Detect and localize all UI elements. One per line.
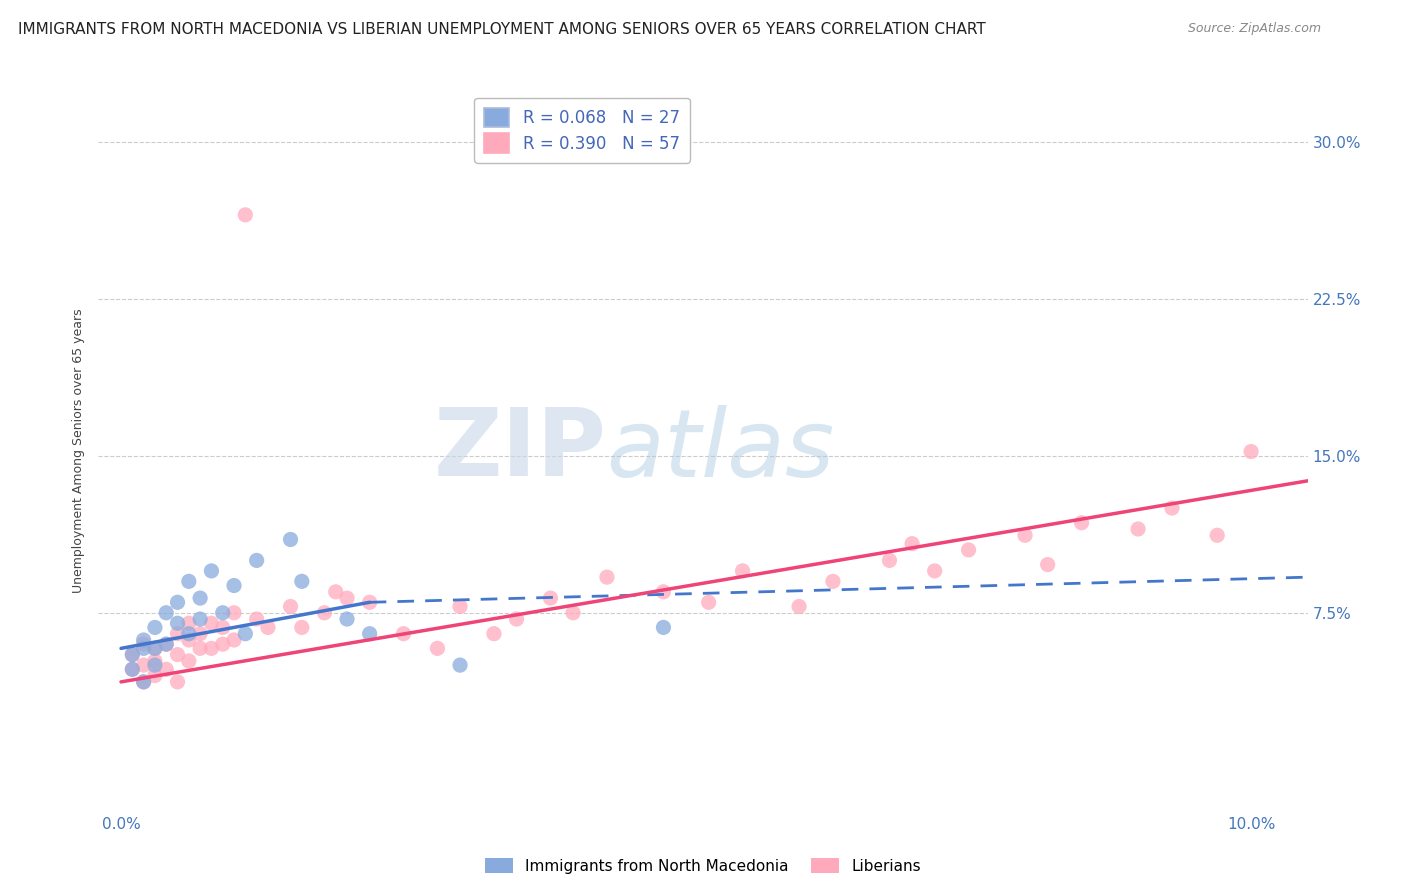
Point	[177, 626, 200, 640]
Point	[1240, 444, 1263, 458]
Point	[233, 626, 256, 640]
Point	[143, 654, 166, 668]
Point	[901, 536, 924, 550]
Point	[336, 591, 359, 606]
Point	[359, 626, 381, 640]
Point	[121, 662, 143, 676]
Point	[697, 595, 720, 609]
Point	[426, 641, 449, 656]
Point	[132, 632, 155, 647]
Point	[132, 674, 155, 689]
Point	[155, 606, 177, 620]
Point	[177, 616, 200, 631]
Point	[166, 626, 188, 640]
Point	[222, 606, 245, 620]
Point	[132, 674, 155, 689]
Point	[1161, 501, 1184, 516]
Point	[121, 648, 143, 662]
Point	[879, 553, 901, 567]
Point	[1206, 528, 1229, 542]
Point	[1036, 558, 1059, 572]
Point	[787, 599, 810, 614]
Point	[166, 595, 188, 609]
Point	[143, 641, 166, 656]
Point	[188, 591, 211, 606]
Point	[143, 641, 166, 656]
Point	[314, 606, 336, 620]
Point	[538, 591, 561, 606]
Point	[325, 584, 347, 599]
Point	[1014, 528, 1036, 542]
Legend: R = 0.068   N = 27, R = 0.390   N = 57: R = 0.068 N = 27, R = 0.390 N = 57	[474, 97, 690, 162]
Point	[143, 620, 166, 634]
Point	[246, 612, 269, 626]
Text: Source: ZipAtlas.com: Source: ZipAtlas.com	[1188, 22, 1322, 36]
Point	[392, 626, 415, 640]
Point	[449, 658, 471, 673]
Point	[121, 648, 143, 662]
Text: IMMIGRANTS FROM NORTH MACEDONIA VS LIBERIAN UNEMPLOYMENT AMONG SENIORS OVER 65 Y: IMMIGRANTS FROM NORTH MACEDONIA VS LIBER…	[18, 22, 986, 37]
Text: atlas: atlas	[606, 405, 835, 496]
Point	[188, 626, 211, 640]
Point	[336, 612, 359, 626]
Point	[155, 662, 177, 676]
Point	[449, 599, 471, 614]
Point	[222, 632, 245, 647]
Point	[359, 595, 381, 609]
Point	[652, 584, 675, 599]
Point	[821, 574, 844, 589]
Point	[291, 574, 314, 589]
Point	[731, 564, 754, 578]
Point	[177, 574, 200, 589]
Point	[291, 620, 314, 634]
Point	[562, 606, 585, 620]
Point	[1070, 516, 1092, 530]
Point	[200, 641, 222, 656]
Point	[121, 662, 143, 676]
Point	[233, 208, 256, 222]
Point	[482, 626, 505, 640]
Point	[166, 648, 188, 662]
Point	[177, 632, 200, 647]
Point	[200, 616, 222, 631]
Point	[246, 553, 269, 567]
Point	[166, 674, 188, 689]
Point	[596, 570, 619, 584]
Point	[1126, 522, 1149, 536]
Point	[505, 612, 527, 626]
Point	[222, 578, 245, 592]
Point	[280, 599, 302, 614]
Point	[257, 620, 280, 634]
Point	[188, 612, 211, 626]
Text: ZIP: ZIP	[433, 404, 606, 497]
Y-axis label: Unemployment Among Seniors over 65 years: Unemployment Among Seniors over 65 years	[72, 308, 86, 593]
Point	[200, 564, 222, 578]
Point	[211, 620, 233, 634]
Point	[177, 654, 200, 668]
Point	[143, 658, 166, 673]
Point	[166, 616, 188, 631]
Point	[957, 543, 980, 558]
Point	[155, 637, 177, 651]
Point	[280, 533, 302, 547]
Point	[211, 606, 233, 620]
Point	[924, 564, 946, 578]
Point	[155, 637, 177, 651]
Point	[132, 637, 155, 651]
Point	[211, 637, 233, 651]
Point	[652, 620, 675, 634]
Point	[132, 641, 155, 656]
Legend: Immigrants from North Macedonia, Liberians: Immigrants from North Macedonia, Liberia…	[479, 852, 927, 880]
Point	[143, 668, 166, 682]
Point	[188, 641, 211, 656]
Point	[132, 658, 155, 673]
